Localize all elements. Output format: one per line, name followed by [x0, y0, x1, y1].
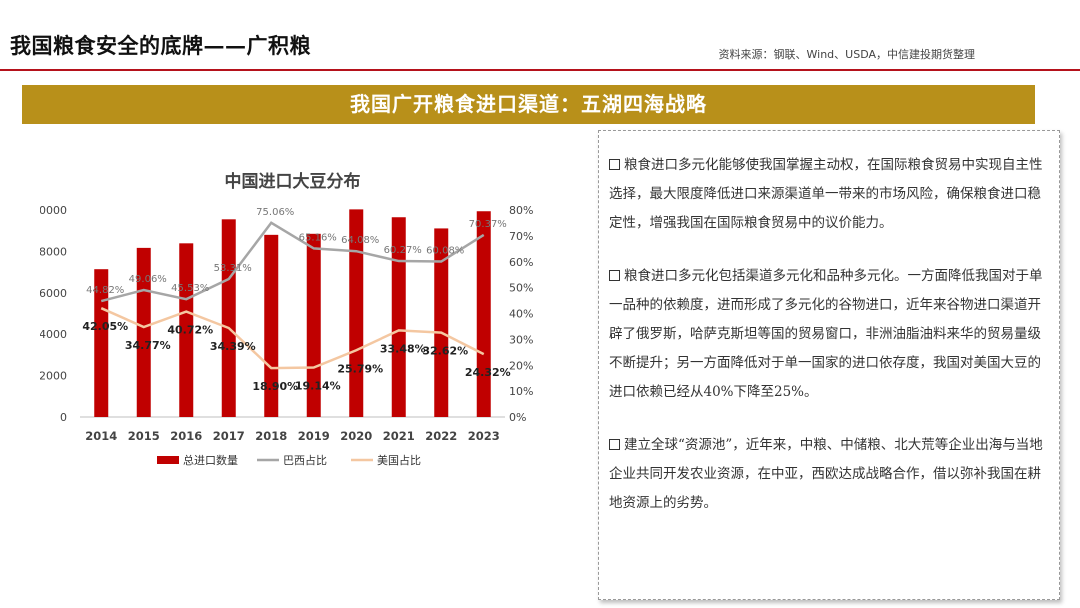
- legend-swatch: [157, 456, 179, 464]
- data-label: 40.72%: [167, 324, 213, 337]
- data-label: 25.79%: [337, 362, 383, 375]
- x-tick-label: 2023: [468, 429, 500, 443]
- brazil-share-line: [100, 221, 485, 303]
- data-label: 60.27%: [384, 245, 422, 256]
- data-label: 42.05%: [82, 320, 128, 333]
- text-panel: 粮食进口多元化能够使我国掌握主动权，在国际粮食贸易中实现自主性选择，最大限度降低…: [598, 130, 1060, 600]
- data-label: 49.06%: [129, 274, 167, 285]
- x-tick-label: 2015: [128, 429, 160, 443]
- data-label: 70.37%: [469, 219, 507, 230]
- y2-tick-label: 0%: [509, 411, 526, 424]
- data-label: 64.08%: [341, 235, 379, 246]
- data-label: 19.14%: [295, 379, 341, 392]
- y2-tick-label: 50%: [509, 282, 533, 295]
- paragraph-2: 粮食进口多元化包括渠道多元化和品种多元化。一方面降低我国对于单一品种的依赖度，进…: [609, 262, 1051, 407]
- paragraph-1-text: 粮食进口多元化能够使我国掌握主动权，在国际粮食贸易中实现自主性选择，最大限度降低…: [609, 157, 1043, 231]
- y-tick-label: 8000: [40, 245, 67, 258]
- data-label: 24.32%: [465, 366, 511, 379]
- data-label: 34.77%: [125, 339, 171, 352]
- data-label: 18.90%: [252, 380, 298, 393]
- legend-label: 美国占比: [377, 453, 421, 467]
- y-tick-label: 10000: [40, 204, 67, 217]
- data-label: 75.06%: [256, 207, 294, 218]
- bar: [434, 228, 449, 417]
- section-banner: 我国广开粮食进口渠道：五湖四海战略: [22, 85, 1035, 124]
- x-tick-label: 2019: [298, 429, 330, 443]
- paragraph-3: 建立全球“资源池”，近年来，中粮、中储粮、北大荒等企业出海与当地企业共同开发农业…: [609, 431, 1051, 518]
- x-tick-label: 2016: [170, 429, 202, 443]
- bar: [349, 209, 364, 417]
- us-share-line: [100, 307, 485, 370]
- x-tick-label: 2017: [213, 429, 245, 443]
- y2-tick-label: 40%: [509, 308, 533, 321]
- y2-tick-label: 30%: [509, 333, 533, 346]
- x-tick-label: 2020: [340, 429, 372, 443]
- y2-tick-label: 20%: [509, 359, 533, 372]
- data-label: 44.82%: [86, 285, 124, 296]
- y2-tick-label: 80%: [509, 204, 533, 217]
- chart-svg: 中国进口大豆分布 0 2000 4000 6000 8000 10000 0% 10% 20% 30…: [32, 171, 533, 467]
- checkbox-bullet-icon: [609, 159, 620, 170]
- checkbox-bullet-icon: [609, 439, 620, 450]
- data-label: 65.16%: [299, 232, 337, 243]
- y2-tick-label: 70%: [509, 230, 533, 243]
- legend-label: 巴西占比: [283, 453, 327, 467]
- x-tick-label: 2014: [85, 429, 117, 443]
- y-tick-label: 2000: [40, 370, 67, 383]
- x-tick-label: 2022: [425, 429, 457, 443]
- y2-tick-label: 60%: [509, 256, 533, 269]
- title-divider: [0, 69, 1080, 71]
- data-label: 33.48%: [380, 342, 426, 355]
- data-label: 53.31%: [214, 263, 252, 274]
- bar: [221, 219, 236, 417]
- paragraph-1: 粮食进口多元化能够使我国掌握主动权，在国际粮食贸易中实现自主性选择，最大限度降低…: [609, 151, 1051, 238]
- paragraph-2-text: 粮食进口多元化包括渠道多元化和品种多元化。一方面降低我国对于单一品种的依赖度，进…: [609, 268, 1043, 400]
- paragraph-3-text: 建立全球“资源池”，近年来，中粮、中储粮、北大荒等企业出海与当地企业共同开发农业…: [609, 437, 1043, 511]
- bar: [94, 269, 109, 417]
- y2-tick-label: 10%: [509, 385, 533, 398]
- bar: [264, 234, 279, 417]
- page-title: 我国粮食安全的底牌——广积粮: [10, 33, 311, 58]
- bar: [306, 233, 321, 417]
- chart-title: 中国进口大豆分布: [225, 171, 361, 192]
- checkbox-bullet-icon: [609, 270, 620, 281]
- data-label: 32.62%: [422, 345, 468, 358]
- x-tick-label: 2021: [383, 429, 415, 443]
- bar: [476, 211, 491, 417]
- y-tick-label: 6000: [40, 287, 67, 300]
- x-tick-label: 2018: [255, 429, 287, 443]
- source-note: 资料来源：钢联、Wind、USDA，中信建投期货整理: [718, 48, 975, 61]
- data-label: 60.08%: [426, 246, 464, 257]
- data-label: 45.53%: [171, 283, 209, 294]
- data-label: 34.39%: [210, 340, 256, 353]
- y-tick-label: 4000: [40, 328, 67, 341]
- bar: [179, 243, 194, 417]
- legend-label: 总进口数量: [183, 453, 238, 467]
- soybean-import-chart: 中国进口大豆分布 0 2000 4000 6000 8000 10000 0% 10% 20% 30…: [32, 160, 570, 480]
- y-tick-label: 0: [60, 411, 67, 424]
- bar: [391, 217, 406, 417]
